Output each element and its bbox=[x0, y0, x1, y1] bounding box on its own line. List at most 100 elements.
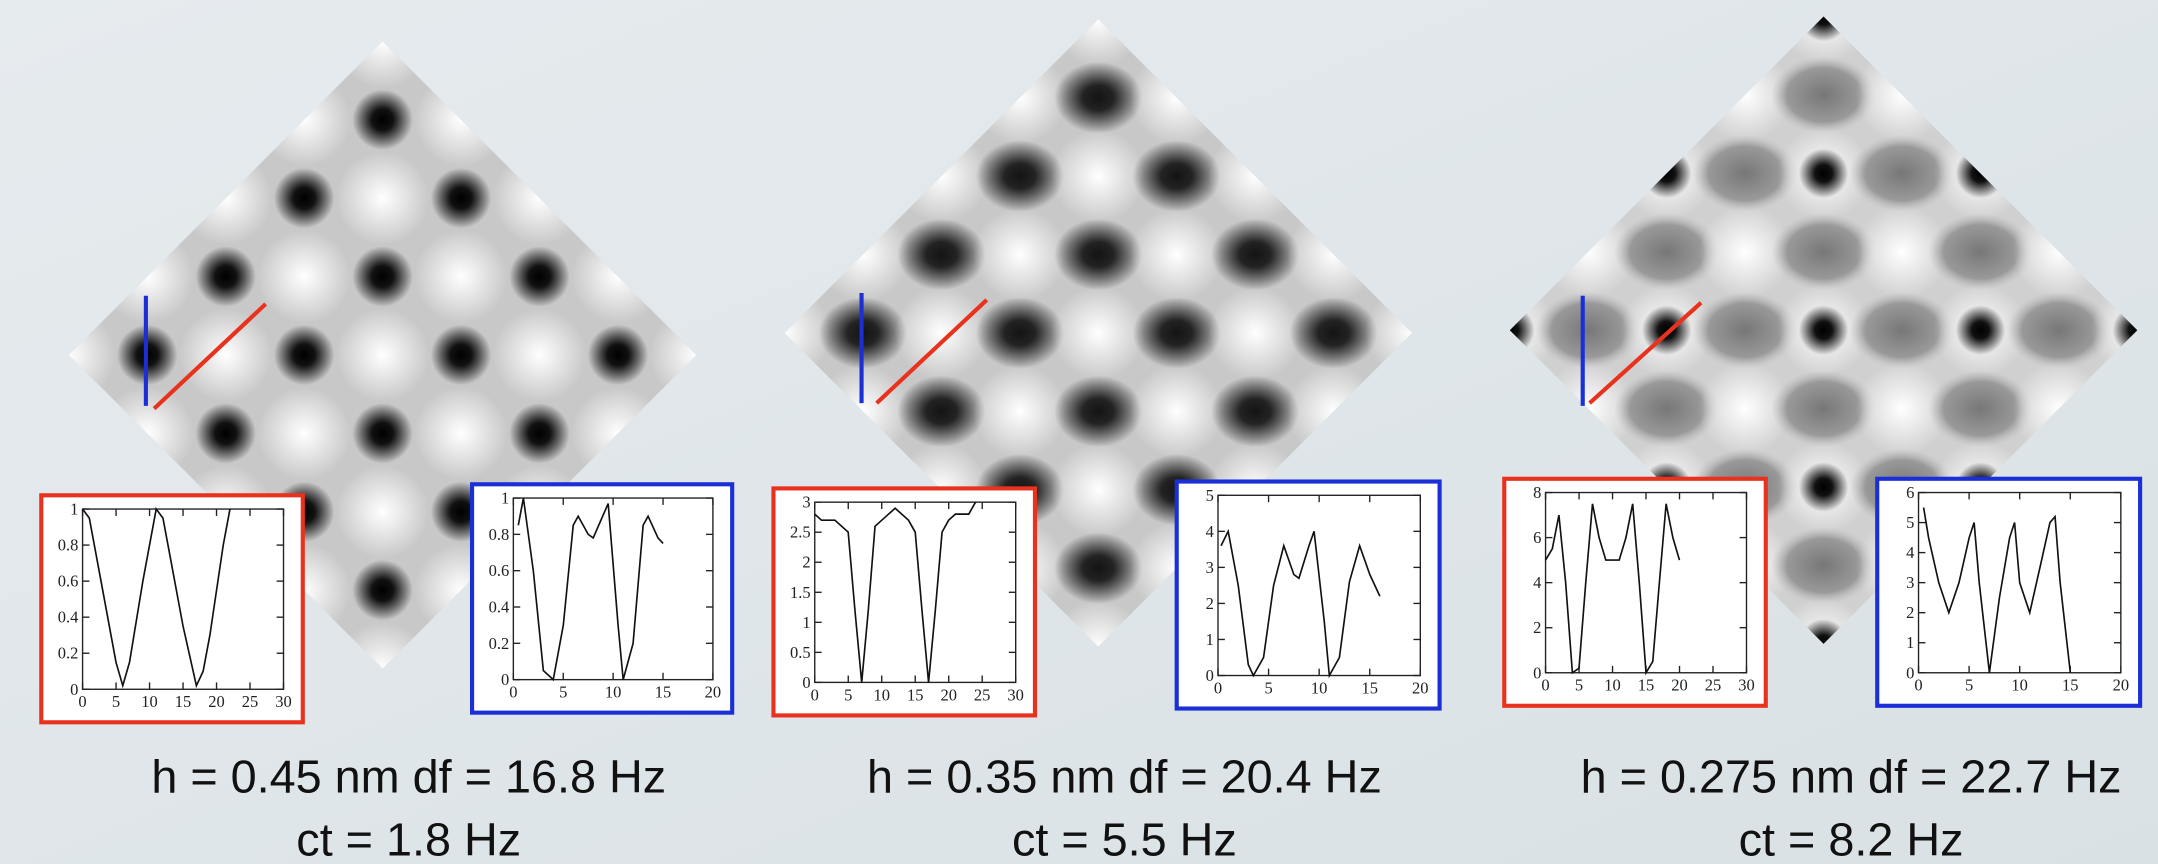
afm-bright bbox=[179, 308, 273, 402]
caption: ct = 8.2 Hz bbox=[1739, 814, 1964, 864]
afm-bright bbox=[1130, 365, 1224, 459]
y-tick-label: 0 bbox=[501, 670, 509, 689]
afm-spot bbox=[1133, 140, 1221, 212]
y-tick-label: 0.2 bbox=[58, 644, 79, 663]
x-tick-label: 25 bbox=[974, 685, 991, 704]
page: 05101520253000.20.40.60.810510152000.20.… bbox=[0, 0, 2158, 864]
x-tick-label: 15 bbox=[655, 683, 672, 702]
afm-spot bbox=[1799, 149, 1849, 199]
afm-spot bbox=[976, 297, 1064, 369]
y-tick-label: 0 bbox=[1533, 663, 1541, 682]
y-tick-label: 1.5 bbox=[790, 583, 811, 602]
afm-bright bbox=[1051, 286, 1145, 380]
y-tick-label: 3 bbox=[802, 493, 810, 512]
y-tick-label: 1 bbox=[1206, 630, 1214, 649]
afm-spot bbox=[1211, 376, 1299, 448]
afm-bright bbox=[414, 387, 508, 481]
y-tick-label: 5 bbox=[1206, 486, 1214, 505]
x-tick-label: 10 bbox=[873, 685, 890, 704]
y-tick-label: 0.4 bbox=[58, 608, 79, 627]
x-tick-label: 20 bbox=[1412, 678, 1429, 697]
inset-frame bbox=[1177, 482, 1440, 709]
afm-spot bbox=[352, 89, 413, 150]
afm-spot bbox=[352, 403, 413, 464]
figure: 05101520253000.20.40.60.810510152000.20.… bbox=[0, 0, 2158, 864]
afm-spot bbox=[588, 325, 649, 386]
x-tick-label: 0 bbox=[1914, 676, 1922, 695]
y-tick-label: 1 bbox=[501, 489, 509, 508]
afm-spot bbox=[1133, 297, 1221, 369]
afm-bright bbox=[895, 286, 989, 380]
x-tick-label: 20 bbox=[2113, 676, 2130, 695]
x-tick-label: 30 bbox=[1738, 676, 1755, 695]
afm-bright bbox=[1051, 129, 1145, 223]
afm-spot bbox=[352, 246, 413, 307]
afm-bright bbox=[336, 465, 430, 559]
y-tick-label: 0 bbox=[70, 680, 78, 699]
y-tick-label: 0 bbox=[802, 673, 810, 692]
x-tick-label: 15 bbox=[1638, 676, 1655, 695]
y-tick-label: 2 bbox=[1533, 618, 1541, 637]
y-tick-label: 2 bbox=[1906, 603, 1914, 622]
x-tick-label: 0 bbox=[811, 685, 819, 704]
afm-bright bbox=[336, 151, 430, 245]
afm-spot bbox=[195, 246, 256, 307]
afm-bright bbox=[1208, 286, 1302, 380]
x-tick-label: 5 bbox=[112, 692, 120, 711]
y-tick-label: 5 bbox=[1906, 513, 1914, 532]
caption: h = 0.275 nm df = 22.7 Hz bbox=[1581, 750, 2122, 802]
afm-bright bbox=[973, 365, 1067, 459]
afm-bright bbox=[973, 208, 1067, 302]
y-tick-label: 6 bbox=[1906, 483, 1914, 502]
y-tick-label: 0.4 bbox=[489, 598, 510, 617]
afm-spot bbox=[1211, 219, 1299, 291]
x-tick-label: 5 bbox=[1264, 678, 1272, 697]
x-tick-label: 10 bbox=[1604, 676, 1621, 695]
x-tick-label: 30 bbox=[275, 692, 292, 711]
afm-spot bbox=[897, 376, 985, 448]
y-tick-label: 0.6 bbox=[58, 572, 79, 591]
x-tick-label: 25 bbox=[1705, 676, 1722, 695]
afm-spot bbox=[431, 168, 492, 229]
afm-spot bbox=[274, 168, 335, 229]
y-tick-label: 2 bbox=[1206, 594, 1214, 613]
x-tick-label: 0 bbox=[78, 692, 86, 711]
afm-bright bbox=[493, 308, 587, 402]
x-tick-label: 20 bbox=[208, 692, 225, 711]
x-tick-label: 15 bbox=[1361, 678, 1378, 697]
afm-spot bbox=[274, 325, 335, 386]
y-tick-label: 6 bbox=[1533, 528, 1541, 547]
y-tick-label: 4 bbox=[1206, 522, 1214, 541]
y-tick-label: 2.5 bbox=[790, 523, 811, 542]
afm-bright bbox=[257, 230, 351, 324]
y-tick-label: 1 bbox=[1906, 633, 1914, 652]
caption: ct = 1.8 Hz bbox=[296, 814, 521, 864]
x-tick-label: 10 bbox=[605, 683, 622, 702]
y-tick-label: 0 bbox=[1206, 666, 1214, 685]
y-tick-label: 0.2 bbox=[489, 634, 510, 653]
afm-bright bbox=[257, 387, 351, 481]
x-tick-label: 15 bbox=[907, 685, 924, 704]
y-tick-label: 2 bbox=[802, 553, 810, 572]
x-tick-label: 10 bbox=[2011, 676, 2028, 695]
afm-spot bbox=[1054, 376, 1142, 448]
afm-bright bbox=[1130, 208, 1224, 302]
x-tick-label: 0 bbox=[1541, 676, 1549, 695]
caption: ct = 5.5 Hz bbox=[1012, 814, 1237, 864]
x-tick-label: 0 bbox=[1214, 678, 1222, 697]
x-tick-label: 15 bbox=[175, 692, 192, 711]
x-tick-label: 5 bbox=[1575, 676, 1583, 695]
afm-spot bbox=[195, 403, 256, 464]
afm-spot bbox=[431, 325, 492, 386]
afm-bright bbox=[414, 230, 508, 324]
y-tick-label: 0.8 bbox=[489, 525, 510, 544]
x-tick-label: 25 bbox=[242, 692, 259, 711]
y-tick-label: 4 bbox=[1533, 573, 1541, 592]
x-tick-label: 20 bbox=[940, 685, 957, 704]
x-tick-label: 20 bbox=[705, 683, 722, 702]
y-tick-label: 4 bbox=[1906, 543, 1914, 562]
caption: h = 0.35 nm df = 20.4 Hz bbox=[867, 750, 1382, 802]
y-tick-label: 0 bbox=[1906, 663, 1914, 682]
afm-spot bbox=[897, 219, 985, 291]
x-tick-label: 10 bbox=[1311, 678, 1328, 697]
